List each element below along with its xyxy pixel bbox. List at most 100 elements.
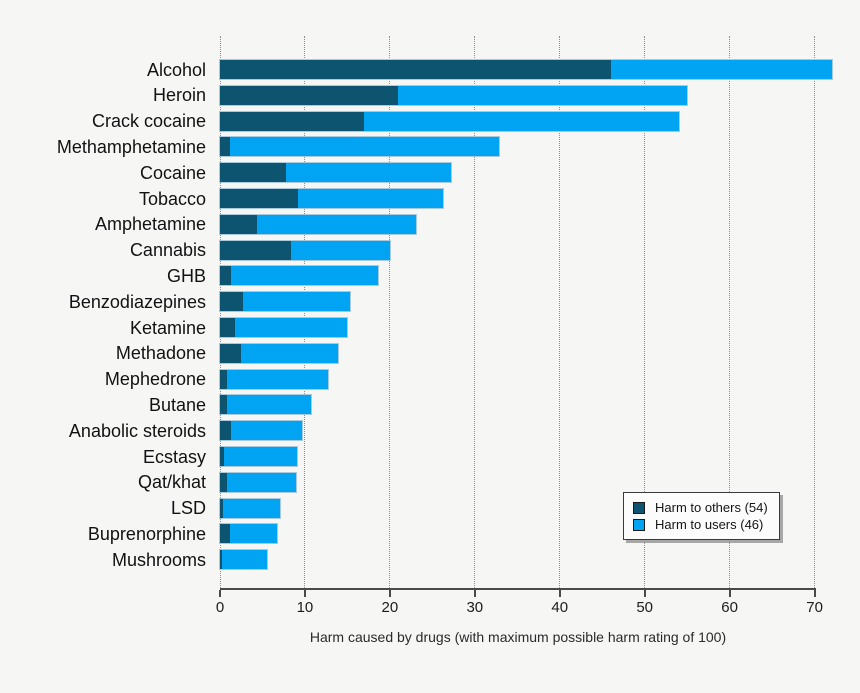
bar-segment-harm-to-others — [220, 343, 242, 363]
bar-ghb — [219, 265, 379, 287]
bar-butane — [219, 394, 312, 416]
bar-segment-harm-to-users — [231, 266, 378, 286]
bar-cannabis — [219, 239, 391, 261]
bar-segment-harm-to-others — [220, 472, 227, 492]
x-tick-0 — [219, 590, 221, 597]
harm-to-users-swatch-icon — [633, 518, 645, 531]
bar-segment-harm-to-users — [241, 343, 339, 363]
bar-segment-harm-to-users — [226, 369, 328, 389]
gridline-70 — [814, 36, 816, 588]
bar-segment-harm-to-others — [220, 550, 222, 570]
bar-segment-harm-to-users — [230, 137, 500, 157]
bar-segment-harm-to-users — [286, 163, 452, 183]
gridline-20 — [389, 36, 391, 588]
bar-segment-harm-to-users — [226, 472, 296, 492]
bar-benzodiazepines — [219, 291, 351, 313]
category-label: Butane — [148, 394, 206, 415]
category-label: GHB — [166, 265, 206, 286]
bar-lsd — [218, 497, 282, 519]
category-label: Benzodiazepines — [68, 291, 206, 312]
gridline-50 — [644, 36, 646, 588]
legend-label-harm-to-others: Harm to others (54) — [655, 500, 768, 515]
x-tick-70 — [813, 590, 816, 597]
bar-alcohol — [219, 59, 833, 80]
bar-row: Alcohol — [0, 59, 860, 80]
bar-segment-harm-to-others — [220, 60, 611, 79]
x-axis-line — [220, 588, 816, 590]
x-tick-60 — [728, 590, 731, 597]
bar-methadone — [218, 342, 340, 364]
bar-mephedrone — [219, 368, 329, 390]
x-tick-40 — [558, 590, 561, 597]
category-label: LSD — [170, 498, 206, 519]
category-label: Cocaine — [139, 162, 206, 183]
bar-segment-harm-to-others — [220, 369, 227, 389]
category-label: Alcohol — [146, 59, 206, 80]
legend-item-harm-to-users: Harm to users (46) — [633, 516, 771, 533]
category-label: Heroin — [152, 85, 206, 106]
bar-row: Ecstasy — [0, 446, 860, 467]
bar-segment-harm-to-users — [224, 447, 298, 466]
x-tick-label-10: 10 — [296, 599, 314, 616]
bar-amphetamine — [218, 213, 418, 235]
bar-row: Qat/khat — [0, 471, 860, 493]
bar-row: Ketamine — [0, 317, 860, 338]
bar-row: Methamphetamine — [0, 136, 860, 158]
category-label: Tobacco — [138, 188, 206, 209]
bar-row: Crack cocaine — [0, 110, 860, 132]
bar-tobacco — [218, 188, 445, 209]
bar-segment-harm-to-others — [220, 214, 258, 234]
bar-ketamine — [218, 317, 349, 338]
x-tick-label-30: 30 — [466, 599, 484, 616]
gridline-60 — [729, 36, 731, 588]
legend-item-harm-to-others: Harm to others (54) — [633, 499, 771, 516]
category-label: Qat/khat — [137, 472, 206, 493]
bar-row: Cocaine — [0, 162, 860, 184]
bar-qat-khat — [219, 471, 297, 493]
bar-row: Anabolic steroids — [0, 420, 860, 442]
bar-segment-harm-to-users — [231, 421, 302, 441]
gridline-10 — [304, 36, 306, 588]
gridline-0 — [219, 36, 221, 588]
bar-segment-harm-to-users — [235, 318, 348, 337]
bar-segment-harm-to-users — [221, 550, 267, 570]
legend-label-harm-to-users: Harm to users (46) — [655, 517, 764, 532]
category-label: Ketamine — [129, 317, 206, 338]
bar-methamphetamine — [218, 136, 501, 158]
bar-row: GHB — [0, 265, 860, 287]
x-tick-label-40: 40 — [551, 599, 569, 616]
category-label: Methadone — [115, 343, 206, 364]
bar-segment-harm-to-others — [220, 111, 365, 131]
bar-crack-cocaine — [219, 110, 680, 132]
category-label: Mephedrone — [104, 369, 206, 390]
bar-mushrooms — [219, 549, 268, 571]
bar-segment-harm-to-users — [222, 498, 281, 518]
bar-segment-harm-to-users — [226, 395, 311, 415]
harm-to-others-swatch-icon — [633, 501, 645, 514]
bar-row: Butane — [0, 394, 860, 416]
bar-segment-harm-to-others — [220, 421, 232, 441]
category-label: Cannabis — [129, 240, 206, 261]
x-tick-label-50: 50 — [636, 599, 654, 616]
bar-row: Mushrooms — [0, 549, 860, 571]
bar-buprenorphine — [219, 523, 278, 545]
bar-segment-harm-to-others — [220, 163, 287, 183]
x-tick-50 — [643, 590, 646, 597]
category-label: Amphetamine — [94, 214, 206, 235]
bar-row: Heroin — [0, 84, 860, 106]
x-axis-title: Harm caused by drugs (with maximum possi… — [309, 629, 727, 645]
x-tick-30 — [473, 590, 476, 597]
bar-segment-harm-to-others — [220, 266, 232, 286]
bar-row: Mephedrone — [0, 368, 860, 390]
gridline-30 — [474, 36, 476, 588]
bar-row: LSD — [0, 497, 860, 519]
bar-row: Methadone — [0, 342, 860, 364]
bar-segment-harm-to-others — [220, 240, 291, 260]
category-label: Ecstasy — [142, 446, 206, 467]
bar-segment-harm-to-others — [220, 85, 399, 105]
x-tick-label-20: 20 — [381, 599, 399, 616]
bar-heroin — [218, 84, 689, 106]
bar-segment-harm-to-users — [398, 85, 688, 105]
bar-segment-harm-to-users — [290, 240, 390, 260]
bar-row: Tobacco — [0, 188, 860, 209]
